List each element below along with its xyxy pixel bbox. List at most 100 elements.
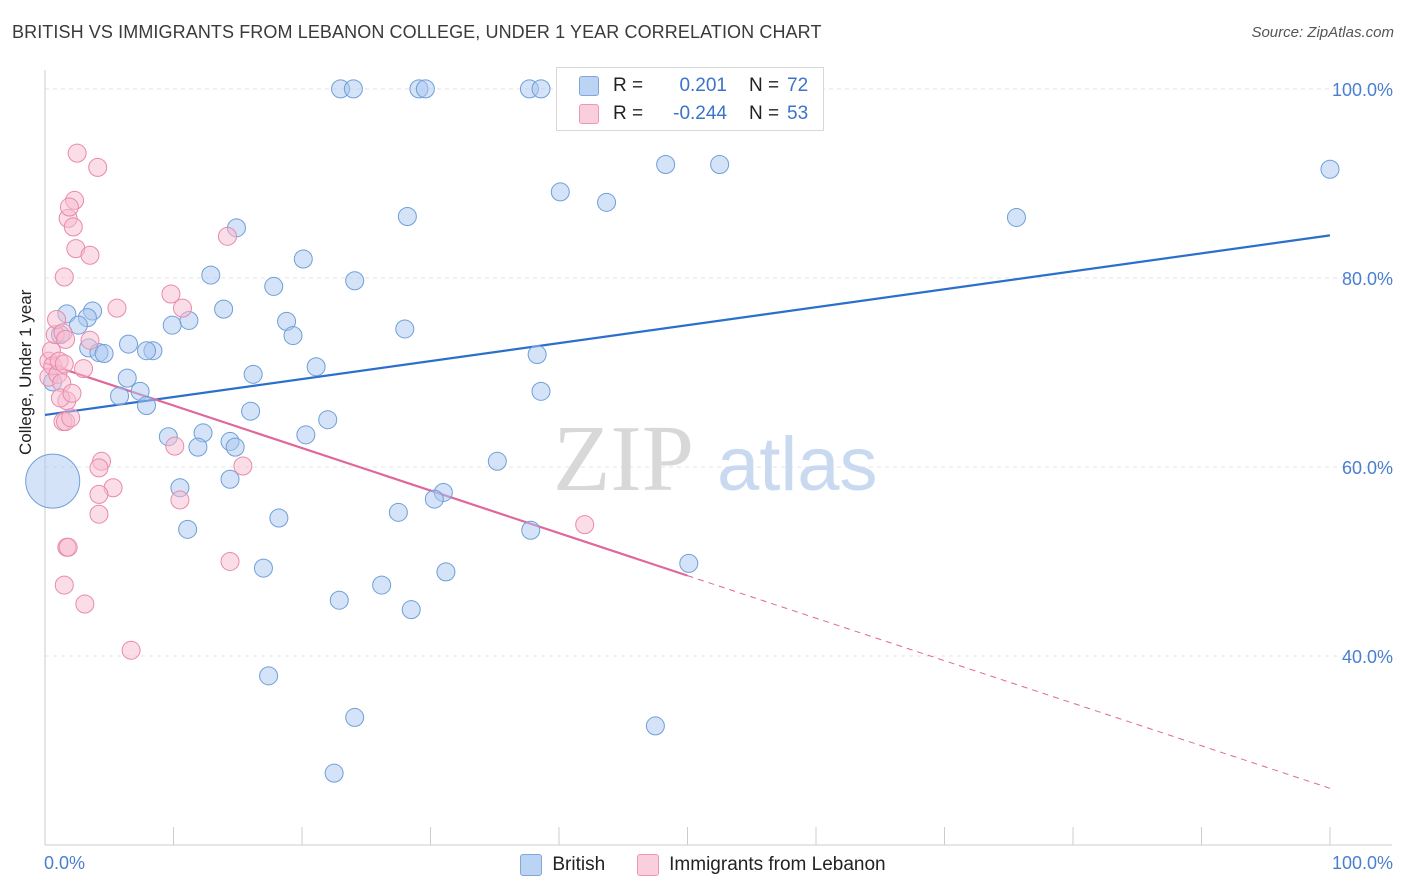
- point-british: [214, 299, 234, 319]
- point-british: [521, 520, 541, 540]
- point-british: [188, 437, 208, 457]
- point-lebanon: [54, 575, 74, 595]
- point-british: [415, 79, 435, 99]
- y-tick-label: 80.0%: [1342, 269, 1393, 289]
- point-british: [345, 271, 365, 291]
- point-british: [550, 182, 570, 202]
- point-british: [137, 341, 157, 361]
- point-lebanon: [121, 640, 141, 660]
- point-british: [531, 381, 551, 401]
- legend-swatch-british: [579, 76, 599, 96]
- point-lebanon: [89, 458, 109, 478]
- data-points: [25, 79, 1340, 783]
- point-british: [388, 502, 408, 522]
- point-lebanon: [54, 354, 74, 374]
- point-lebanon: [62, 383, 82, 403]
- trend-line-british: [44, 234, 1331, 417]
- point-lebanon: [170, 490, 190, 510]
- point-british: [401, 600, 421, 620]
- trend-lines: [44, 234, 1331, 789]
- point-british: [119, 334, 139, 354]
- point-british: [178, 519, 198, 539]
- legend-label-lebanon: Immigrants from Lebanon: [669, 854, 886, 875]
- x-tick-label: 0.0%: [44, 853, 85, 873]
- point-british: [201, 265, 221, 285]
- legend-swatch-lebanon: [579, 104, 599, 124]
- legend-r-value-lebanon: -0.244: [673, 103, 727, 124]
- point-british: [1006, 207, 1026, 227]
- point-lebanon: [54, 267, 74, 287]
- series-legend: British Immigrants from Lebanon: [0, 851, 1406, 879]
- point-british: [436, 562, 456, 582]
- point-lebanon: [165, 436, 185, 456]
- point-lebanon: [172, 298, 192, 318]
- point-british: [324, 763, 344, 783]
- point-british: [283, 326, 303, 346]
- point-lebanon: [59, 197, 79, 217]
- point-british: [656, 155, 676, 175]
- legend-n-value-lebanon: 53: [787, 103, 809, 124]
- legend-row-british: R = 0.201 N = 72: [579, 73, 808, 99]
- point-british: [531, 79, 551, 99]
- legend-r-value-british: 0.201: [679, 75, 727, 96]
- point-british: [137, 396, 157, 416]
- legend-n-label: N =: [749, 75, 780, 96]
- point-british: [679, 553, 699, 573]
- point-lebanon: [67, 143, 87, 163]
- legend-item-british: British: [520, 854, 605, 876]
- point-lebanon: [107, 298, 127, 318]
- point-british: [487, 451, 507, 471]
- point-british: [1320, 159, 1340, 179]
- point-british: [527, 344, 547, 364]
- point-british: [343, 79, 363, 99]
- legend-label-british: British: [552, 854, 606, 875]
- point-british: [243, 364, 263, 384]
- point-british: [395, 319, 415, 339]
- source-credit: Source: ZipAtlas.com: [1251, 24, 1394, 41]
- y-axis-label: College, Under 1 year: [16, 289, 35, 455]
- point-british: [345, 707, 365, 727]
- point-lebanon: [56, 329, 76, 349]
- point-british: [269, 508, 289, 528]
- point-british: [710, 155, 730, 175]
- point-lebanon: [220, 551, 240, 571]
- legend-r-label: R =: [613, 103, 644, 124]
- point-british: [329, 590, 349, 610]
- point-british: [424, 489, 444, 509]
- y-tick-label: 40.0%: [1342, 647, 1393, 667]
- point-british: [225, 437, 245, 457]
- watermark-atlas: atlas: [717, 422, 878, 507]
- point-lebanon: [217, 226, 237, 246]
- x-tick-label: 100.0%: [1332, 853, 1393, 873]
- y-tick-label: 60.0%: [1342, 458, 1393, 478]
- legend-swatch-british: [520, 854, 543, 876]
- tick-labels: 40.0% 60.0% 80.0% 100.0% 0.0% 100.0%: [44, 80, 1393, 873]
- watermark-zip: ZIP: [553, 407, 694, 511]
- point-lebanon: [89, 484, 109, 504]
- point-british: [293, 249, 313, 269]
- point-british: [253, 558, 273, 578]
- point-british: [110, 386, 130, 406]
- point-british: [117, 368, 137, 388]
- point-british: [264, 276, 284, 296]
- point-british: [162, 315, 182, 335]
- point-lebanon: [80, 330, 100, 350]
- point-lebanon: [74, 359, 94, 379]
- legend-item-lebanon: Immigrants from Lebanon: [637, 854, 886, 876]
- legend-row-lebanon: R = -0.244 N = 53: [579, 101, 808, 127]
- legend-n-value-british: 72: [787, 75, 809, 96]
- point-british: [296, 425, 316, 445]
- point-lebanon: [63, 217, 83, 237]
- point-lebanon: [233, 456, 253, 476]
- y-tick-label: 100.0%: [1332, 80, 1393, 100]
- point-british: [94, 344, 114, 364]
- chart-title: BRITISH VS IMMIGRANTS FROM LEBANON COLLE…: [12, 22, 822, 42]
- point-lebanon: [161, 284, 181, 304]
- legend-n-label: N =: [749, 103, 780, 124]
- point-british: [318, 410, 338, 430]
- watermark: ZIP atlas: [553, 407, 878, 511]
- correlation-legend: R = 0.201 N = 72 R = -0.244 N = 53: [556, 67, 824, 131]
- legend-r-label: R =: [613, 75, 644, 96]
- point-british: [241, 401, 261, 421]
